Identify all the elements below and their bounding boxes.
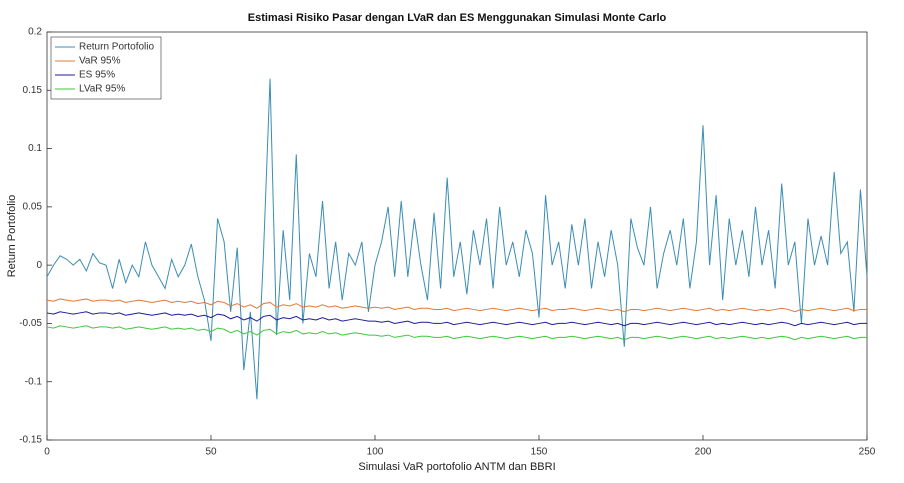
x-tick-label: 0 — [44, 447, 50, 458]
legend-label: Return Portofolio — [79, 42, 154, 53]
x-tick-label: 250 — [859, 447, 876, 458]
chart-title: Estimasi Risiko Pasar dengan LVaR dan ES… — [248, 12, 667, 24]
x-tick-label: 100 — [367, 447, 384, 458]
line-series — [46, 298, 867, 313]
y-tick-label: 0.1 — [28, 143, 42, 154]
x-tick-label: 50 — [205, 447, 217, 458]
line-series — [46, 311, 867, 327]
y-tick-label: -0.05 — [19, 318, 42, 329]
legend-label: VaR 95% — [79, 56, 121, 67]
x-axis-label: Simulasi VaR portofolio ANTM dan BBRI — [358, 461, 555, 473]
y-tick-label: 0.05 — [23, 201, 43, 212]
y-tick-label: 0 — [36, 260, 42, 271]
x-tick-label: 150 — [531, 447, 548, 458]
line-series — [46, 78, 868, 400]
legend-label: ES 95% — [79, 70, 115, 81]
y-tick-label: -0.1 — [25, 376, 43, 387]
legend-label: LVaR 95% — [79, 84, 125, 95]
x-tick-label: 200 — [695, 447, 712, 458]
y-axis-label: Return Portofolio — [6, 195, 18, 278]
y-tick-label: 0.15 — [23, 85, 43, 96]
y-tick-label: -0.15 — [19, 435, 42, 446]
plot-area — [46, 31, 868, 441]
y-tick-label: 0.2 — [28, 27, 42, 38]
line-series — [46, 325, 867, 341]
